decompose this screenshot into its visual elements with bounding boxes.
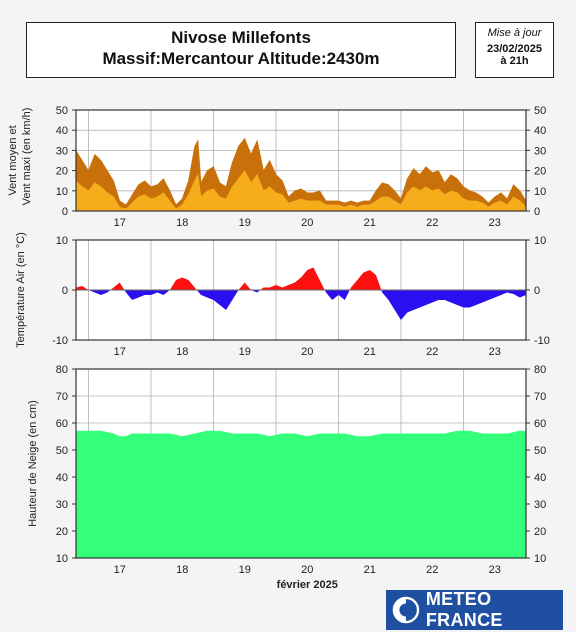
update-box: Mise à jour 23/02/2025 à 21h [475,22,554,78]
update-label: Mise à jour [487,27,542,39]
y-tick-label: 40 [534,125,546,137]
y-tick-label: 10 [56,186,68,198]
y-tick-label: 10 [534,235,546,247]
wind-ylabel-line2: Vent maxi (en km/h) [21,108,33,206]
y-tick-label: 0 [534,285,540,297]
y-tick-label: 50 [56,445,68,457]
x-tick-label: 22 [426,564,438,576]
y-tick-label: 40 [56,125,68,137]
snow-ylabel: Hauteur de Neige (en cm) [27,400,39,527]
x-tick-label: 21 [364,564,376,576]
y-tick-label: 10 [56,553,68,565]
wind-ylabel-line1: Vent moyen et [7,125,19,195]
plot-border [75,109,527,212]
y-tick-label: -10 [534,335,550,347]
y-tick-label: 10 [56,235,68,247]
y-tick-label: 0 [62,285,68,297]
x-tick-label: 20 [301,217,313,229]
plot-border [75,239,527,341]
x-tick-label: 22 [426,217,438,229]
massif-altitude-title: Massif:Mercantour Altitude:2430m [102,49,380,68]
x-tick-label: 23 [489,346,501,358]
x-tick-label: 18 [176,346,188,358]
snow-depth-area [75,430,527,559]
x-tick-label: 22 [426,346,438,358]
x-tick-label: 21 [364,217,376,229]
x-tick-label: 23 [489,217,501,229]
y-tick-label: 0 [62,206,68,218]
y-tick-label: 20 [534,526,546,538]
x-tick-label: 23 [489,564,501,576]
x-tick-label: 19 [239,564,251,576]
y-tick-label: 50 [534,445,546,457]
logo-text: METEO FRANCE [425,589,503,630]
temperature-positive-area [76,267,526,290]
y-tick-label: 20 [534,166,546,178]
y-tick-label: 70 [534,391,546,403]
y-tick-label: 80 [534,364,546,376]
y-tick-label: 30 [56,145,68,157]
y-tick-label: 10 [534,553,546,565]
x-tick-label: 17 [114,346,126,358]
x-tick-label: 21 [364,346,376,358]
meteo-france-logo: METEO FRANCE [386,589,563,630]
x-tick-label: 19 [239,217,251,229]
x-tick-label: 18 [176,564,188,576]
y-tick-label: 80 [56,364,68,376]
y-tick-label: 40 [534,472,546,484]
y-tick-label: 0 [534,206,540,218]
update-date: 23/02/2025 [486,43,543,55]
x-tick-label: 17 [114,217,126,229]
x-tick-label: 18 [176,217,188,229]
temperature-negative-area [76,290,526,320]
y-tick-label: 50 [56,105,68,117]
plot-border [75,368,527,559]
x-tick-label: 19 [239,346,251,358]
station-title: Nivose Millefonts [171,28,311,47]
y-tick-label: 20 [56,526,68,538]
x-tick-label: 20 [301,346,313,358]
y-tick-label: 20 [56,166,68,178]
y-tick-label: -10 [52,335,68,347]
temperature-ylabel: Température Air (en °C) [15,232,27,348]
y-tick-label: 10 [534,186,546,198]
x-axis-label: février 2025 [277,579,338,591]
meteo-france-logo-icon [392,596,420,624]
y-tick-label: 40 [56,472,68,484]
y-tick-label: 30 [534,499,546,511]
update-time: à 21h [500,55,529,67]
y-tick-label: 30 [56,499,68,511]
y-tick-label: 60 [56,418,68,430]
y-tick-label: 30 [534,145,546,157]
y-tick-label: 60 [534,418,546,430]
x-tick-label: 17 [114,564,126,576]
title-box: Nivose Millefonts Massif:Mercantour Alti… [26,22,456,78]
y-tick-label: 50 [534,105,546,117]
wind-mean-area [75,170,527,212]
y-tick-label: 70 [56,391,68,403]
x-tick-label: 20 [301,564,313,576]
